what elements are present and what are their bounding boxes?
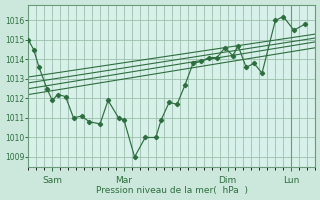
X-axis label: Pression niveau de la mer(  hPa  ): Pression niveau de la mer( hPa ) xyxy=(96,186,248,195)
